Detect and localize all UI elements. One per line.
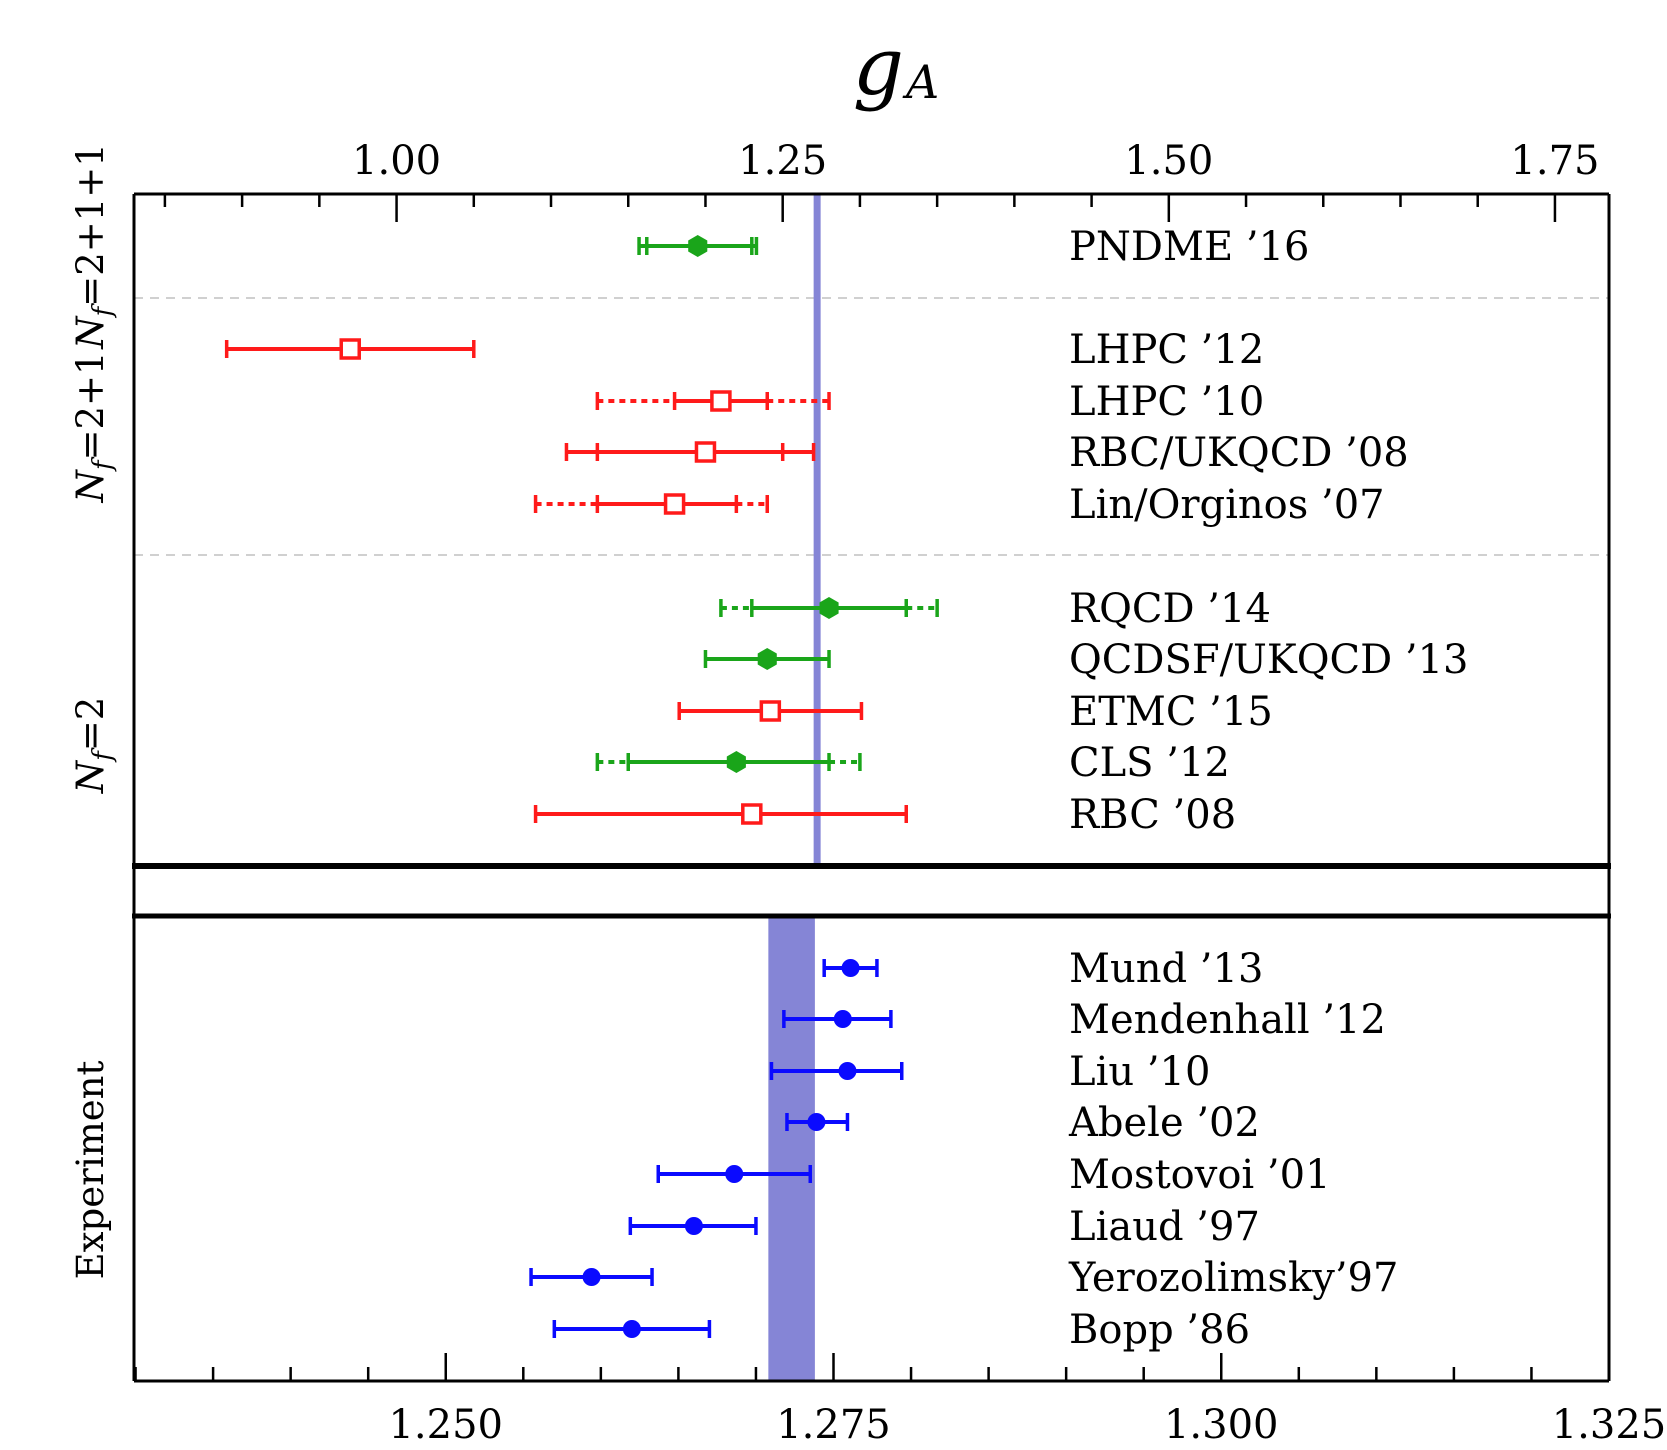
point-label: Bopp ’86 <box>1069 1307 1250 1353</box>
filled-circle-marker <box>684 1217 703 1235</box>
lattice-point: Lin/Orginos ’07 <box>533 482 1385 528</box>
point-label: Liaud ’97 <box>1069 1204 1260 1250</box>
point-label: Liu ’10 <box>1069 1049 1210 1095</box>
lattice-point: ETMC ’15 <box>677 689 1273 735</box>
open-square-marker <box>741 803 763 825</box>
lattice-point: CLS ’12 <box>595 740 1230 786</box>
filled-circle-marker <box>833 1010 852 1028</box>
point-label: PNDME ’16 <box>1069 224 1309 270</box>
group-label-nf-2-1-1: Nf=2+1+1 <box>69 143 118 350</box>
point-label: CLS ’12 <box>1069 740 1230 786</box>
point-label: LHPC ’12 <box>1069 327 1264 373</box>
experiment-point: Mostovoi ’01 <box>656 1152 1331 1198</box>
top-axis-tick-label: 1.25 <box>738 138 827 184</box>
filled-circle-marker <box>622 1320 641 1338</box>
group-label-nf-2-1: Nf=2+1 <box>69 351 118 503</box>
filled-circle-marker <box>725 1165 744 1183</box>
point-label: RBC ’08 <box>1069 792 1236 838</box>
lattice-point: LHPC ’10 <box>595 379 1264 425</box>
filled-circle-marker <box>807 1113 826 1131</box>
open-square-marker <box>759 700 782 722</box>
bottom-axis: 1.250 1.275 1.300 1.325 <box>134 1353 1667 1448</box>
experiment-point: Mund ’13 <box>822 946 1263 992</box>
point-label: Yerozolimsky’97 <box>1068 1255 1398 1301</box>
lattice-point: QCDSF/UKQCD ’13 <box>703 637 1469 683</box>
group-label-nf-2: Nf=2 <box>69 697 118 795</box>
experiment-panel-frame <box>132 866 1611 1383</box>
point-label: QCDSF/UKQCD ’13 <box>1069 637 1469 683</box>
experiment-point: Liaud ’97 <box>628 1204 1260 1250</box>
bottom-axis-tick-label: 1.300 <box>1164 1402 1279 1448</box>
point-label: Mund ’13 <box>1069 946 1263 992</box>
point-label: Lin/Orginos ’07 <box>1069 482 1385 528</box>
top-axis-tick-label: 1.00 <box>352 138 441 184</box>
open-square-marker <box>710 390 732 412</box>
lattice-point: RBC ’08 <box>533 792 1236 838</box>
point-label: Mostovoi ’01 <box>1069 1152 1331 1198</box>
experiment-results: Mund ’13 Mendenhall ’12 Liu ’10 Abele ’02 Mo… <box>529 946 1398 1353</box>
open-square-marker <box>663 493 686 515</box>
filled-circle-marker <box>838 1062 857 1080</box>
bottom-axis-tick-label: 1.275 <box>776 1402 891 1448</box>
filled-hexagon-marker <box>688 235 708 257</box>
top-axis-tick-label: 1.75 <box>1510 138 1599 184</box>
chart-title-subscript: A <box>902 55 939 109</box>
lattice-results: PNDME ’16 LHPC ’12 LHPC ’10 RBC/UKQCD ’08 Li… <box>224 224 1469 838</box>
point-label: Abele ’02 <box>1068 1100 1260 1146</box>
lattice-point: LHPC ’12 <box>224 327 1264 373</box>
point-label: RQCD ’14 <box>1069 586 1271 632</box>
point-label: ETMC ’15 <box>1069 689 1273 735</box>
bottom-axis-tick-label: 1.250 <box>388 1402 503 1448</box>
filled-circle-marker <box>841 959 860 977</box>
experiment-point: Mendenhall ’12 <box>782 997 1386 1043</box>
point-label: LHPC ’10 <box>1069 379 1264 425</box>
lattice-point: RBC/UKQCD ’08 <box>564 430 1409 476</box>
lattice-panel-frame <box>132 192 1611 869</box>
filled-hexagon-marker <box>757 648 777 670</box>
point-label: Mendenhall ’12 <box>1069 997 1386 1043</box>
open-square-marker <box>694 441 717 463</box>
chart-title: gA <box>853 20 939 113</box>
experiment-point: Yerozolimsky’97 <box>529 1255 1398 1301</box>
experiment-point: Liu ’10 <box>769 1049 1210 1095</box>
open-square-marker <box>339 338 361 360</box>
pdg-average-band <box>768 916 815 1381</box>
top-axis-tick-label: 1.50 <box>1124 138 1213 184</box>
point-label: RBC/UKQCD ’08 <box>1069 430 1409 476</box>
lattice-point: PNDME ’16 <box>637 224 1309 270</box>
top-axis: 1.00 1.25 1.50 1.75 <box>163 138 1599 222</box>
experiment-point: Abele ’02 <box>785 1100 1260 1146</box>
lattice-point: RQCD ’14 <box>719 586 1271 632</box>
filled-hexagon-marker <box>819 597 839 619</box>
group-label-experiment: Experiment <box>69 1061 112 1280</box>
filled-circle-marker <box>582 1268 601 1286</box>
filled-hexagon-marker <box>726 751 746 773</box>
bottom-axis-tick-label: 1.325 <box>1552 1402 1667 1448</box>
experiment-point: Bopp ’86 <box>552 1307 1250 1353</box>
